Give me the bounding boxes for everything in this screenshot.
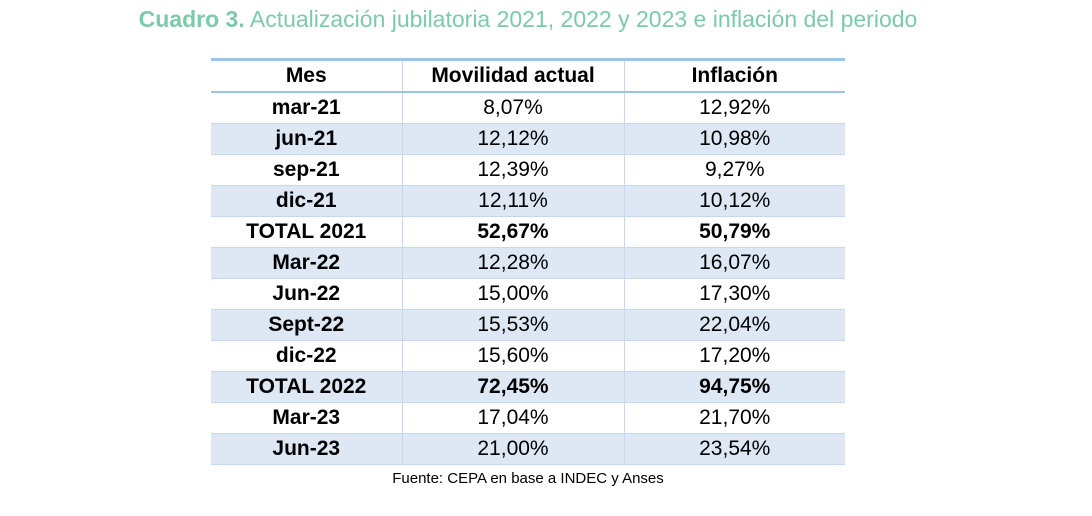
cell-inflacion: 50,79%: [623, 216, 845, 248]
header-row: Mes Movilidad actual Inflación: [211, 59, 845, 92]
cell-movilidad: 12,12%: [401, 123, 624, 155]
cell-mes: sep-21: [272, 158, 340, 181]
title-label: Cuadro 3.: [138, 6, 245, 32]
table-row-total: TOTAL 2021 52,67% 50,79%: [211, 216, 845, 248]
cell-movilidad: 17,04%: [401, 402, 624, 434]
cell-movilidad: 12,11%: [401, 185, 624, 217]
cell-inflacion: 21,70%: [623, 402, 845, 434]
cell-movilidad: 8,07%: [401, 92, 624, 124]
cell-mes: Sept-22: [268, 313, 345, 336]
table-row: mar-21 8,07% 12,92%: [211, 92, 845, 124]
column-header-mes: Mes: [285, 64, 327, 87]
data-table: Mes Movilidad actual Inflación mar-21 8,0…: [211, 58, 845, 465]
cell-mes: dic-21: [275, 189, 337, 212]
table-row: dic-21 12,11% 10,12%: [211, 185, 845, 217]
table-row: jun-21 12,12% 10,98%: [211, 123, 845, 155]
cell-mes: Jun-22: [272, 282, 341, 305]
cell-mes: Mar-22: [272, 251, 341, 274]
table-row: Sept-22 15,53% 22,04%: [211, 309, 845, 341]
cell-mes: dic-22: [275, 344, 337, 367]
table-row: Mar-23 17,04% 21,70%: [211, 402, 845, 434]
table-row: sep-21 12,39% 9,27%: [211, 154, 845, 186]
table-row-total: TOTAL 2022 72,45% 94,75%: [211, 371, 845, 403]
cell-movilidad: 15,00%: [401, 278, 624, 310]
cell-mes: Jun-23: [272, 437, 341, 460]
column-header-inflacion: Inflación: [623, 59, 845, 92]
cell-movilidad: 15,60%: [401, 340, 624, 372]
cell-inflacion: 10,12%: [623, 185, 845, 217]
cell-inflacion: 17,20%: [623, 340, 845, 372]
source-note: Fuente: CEPA en base a INDEC y Anses: [392, 470, 664, 487]
cell-mes: jun-21: [275, 127, 338, 150]
cell-inflacion: 17,30%: [623, 278, 845, 310]
cell-inflacion: 12,92%: [623, 92, 845, 124]
cell-inflacion: 22,04%: [623, 309, 845, 341]
cell-mes: TOTAL 2021: [246, 220, 367, 243]
cell-inflacion: 16,07%: [623, 247, 845, 279]
cell-movilidad: 72,45%: [401, 371, 624, 403]
cell-movilidad: 15,53%: [401, 309, 624, 341]
cell-inflacion: 9,27%: [623, 154, 845, 186]
column-header-movilidad: Movilidad actual: [401, 59, 624, 92]
cell-mes: Mar-23: [272, 406, 341, 429]
cell-inflacion: 23,54%: [623, 433, 845, 465]
title-text: Actualización jubilatoria 2021, 2022 y 2…: [249, 6, 918, 32]
table-title: Cuadro 3. Actualización jubilatoria 2021…: [0, 4, 1056, 34]
cell-movilidad: 52,67%: [401, 216, 624, 248]
cell-inflacion: 10,98%: [623, 123, 845, 155]
cell-inflacion: 94,75%: [623, 371, 845, 403]
table-row: Mar-22 12,28% 16,07%: [211, 247, 845, 279]
table-row: dic-22 15,60% 17,20%: [211, 340, 845, 372]
table-row: Jun-22 15,00% 17,30%: [211, 278, 845, 310]
cell-movilidad: 21,00%: [401, 433, 624, 465]
cell-movilidad: 12,28%: [401, 247, 624, 279]
cell-movilidad: 12,39%: [401, 154, 624, 186]
table-row: Jun-23 21,00% 23,54%: [211, 433, 845, 465]
cell-mes: TOTAL 2022: [246, 375, 367, 398]
cell-mes: mar-21: [271, 96, 341, 119]
